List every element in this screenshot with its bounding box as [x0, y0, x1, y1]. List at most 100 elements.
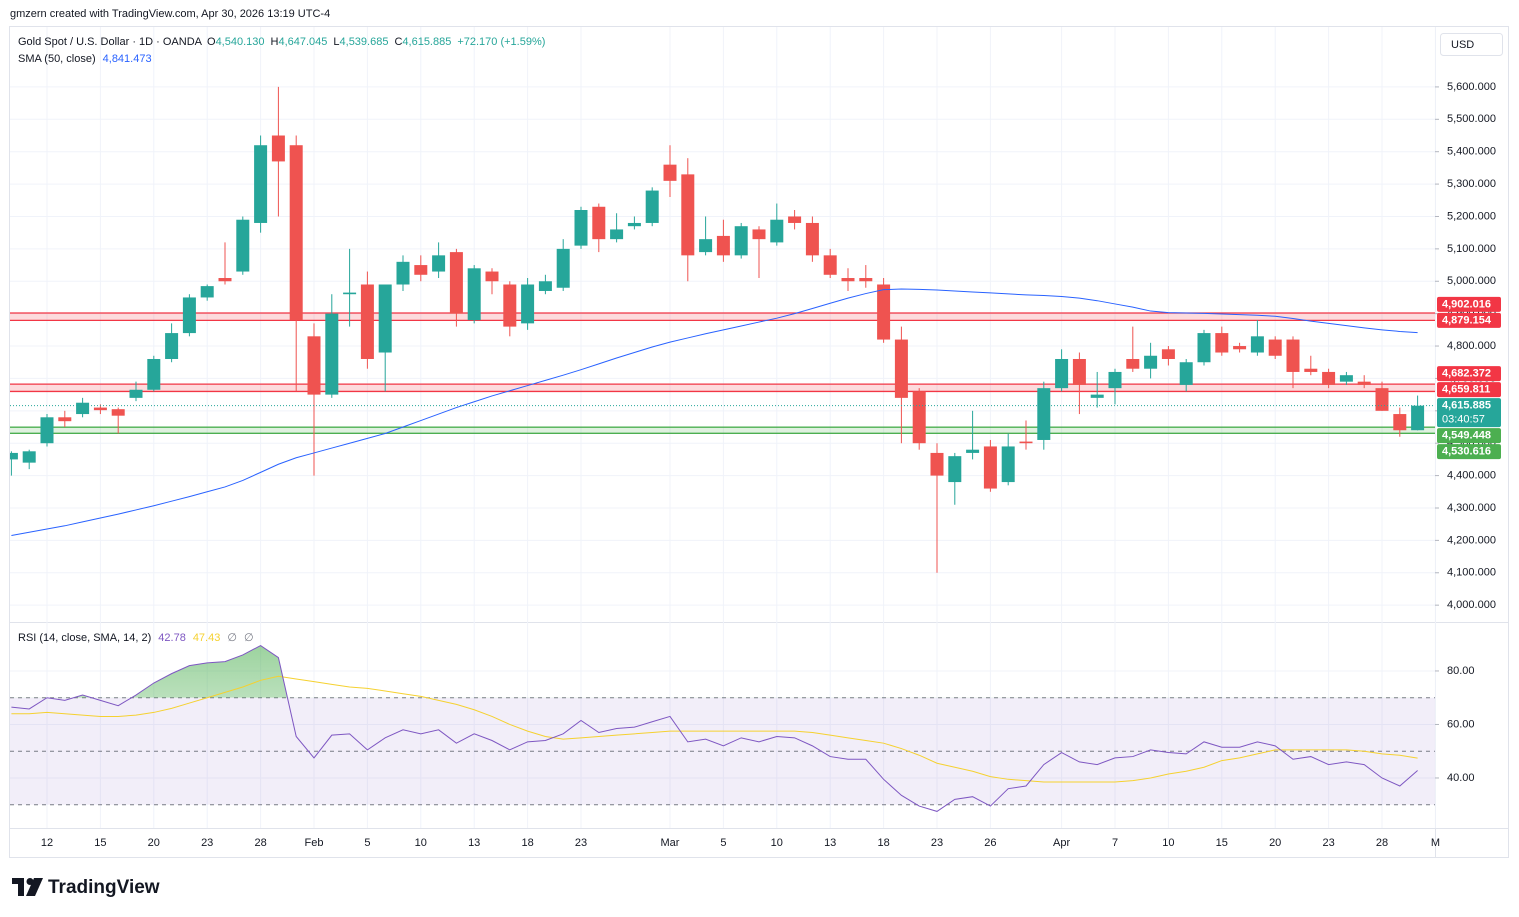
zone: [10, 312, 1435, 321]
x-tick-label: 18: [521, 837, 533, 849]
x-tick-label: 7: [1112, 837, 1118, 849]
candle-body: [182, 297, 196, 334]
rsi-title: RSI (14, close, SMA, 14, 2): [18, 632, 151, 644]
candle-body: [378, 284, 392, 353]
level-label: 4,530.616: [1442, 446, 1491, 458]
candle-body: [485, 271, 499, 282]
x-tick-label: 12: [41, 837, 53, 849]
candle-body: [1393, 414, 1407, 431]
level-label: 4,659.811: [1442, 384, 1490, 396]
candle-body: [930, 452, 944, 476]
countdown-label: 03:40:57: [1442, 414, 1485, 426]
candle-body: [1411, 405, 1425, 431]
candle-body: [1144, 355, 1158, 369]
candle-body: [22, 451, 36, 463]
price-label-bg: [1437, 428, 1501, 444]
y-tick-label: 5,000.000: [1447, 275, 1496, 287]
price-pane: [10, 86, 1435, 573]
candle-body: [592, 206, 606, 240]
axes: 4,000.000 4,100.000 4,200.000 4,300.000 4,40…: [41, 81, 1501, 849]
x-tick-label: 10: [771, 837, 783, 849]
x-tick-label: Mar: [661, 837, 680, 849]
x-tick-label: 13: [824, 837, 836, 849]
candle-body: [1108, 371, 1122, 389]
candle-body: [1286, 339, 1300, 372]
candle-body: [396, 261, 410, 285]
candle-body: [663, 164, 677, 181]
candle-body: [111, 409, 125, 416]
legends: Gold Spot / U.S. Dollar · 1D · OANDA O4,5…: [18, 36, 545, 644]
candle-body: [467, 268, 481, 321]
x-tick-label: 28: [254, 837, 266, 849]
candle-body: [129, 389, 143, 398]
candle-body: [841, 278, 855, 282]
candle-body: [93, 407, 107, 411]
candle-body: [1126, 358, 1140, 369]
candle-body: [859, 278, 873, 282]
y-tick-label: 5,500.000: [1447, 113, 1496, 125]
zone: [10, 427, 1435, 434]
x-tick-label: Apr: [1053, 837, 1070, 849]
y-tick-label: 5,100.000: [1447, 243, 1496, 255]
x-tick-label: 18: [877, 837, 889, 849]
ohlc-value: 4,615.885: [402, 36, 451, 48]
candle-body: [1304, 368, 1318, 372]
candle-body: [76, 402, 90, 415]
candle-body: [681, 174, 695, 256]
candle-body: [1179, 362, 1193, 385]
ohlc-key: H: [271, 36, 279, 48]
x-tick-label: 5: [364, 837, 370, 849]
x-tick-label: 23: [931, 837, 943, 849]
candle-body: [610, 229, 624, 240]
level-label: 4,902.016: [1442, 298, 1491, 310]
y-tick-label: 5,600.000: [1447, 81, 1496, 93]
candle-body: [1055, 358, 1069, 389]
x-tick-label: 10: [1162, 837, 1174, 849]
candle-body: [432, 255, 446, 272]
chart-legend: Gold Spot / U.S. Dollar · 1D · OANDA O4,5…: [18, 36, 545, 48]
ohlc-value: 4,539.685: [340, 36, 389, 48]
currency[interactable]: USD: [1451, 39, 1474, 51]
price-label-bg: [1437, 366, 1501, 382]
candle-body: [716, 235, 730, 256]
rsi-extra: ∅: [227, 632, 237, 644]
rsi-legend: RSI (14, close, SMA, 14, 2) 42.78 47.43 ∅ ∅: [18, 632, 254, 644]
price-label-bg: [1437, 444, 1501, 460]
candle-body: [805, 222, 819, 256]
candle-body: [307, 336, 321, 395]
ohlc-value: 4,647.045: [278, 36, 327, 48]
rsi-value: 47.43: [193, 632, 221, 644]
candle-body: [218, 278, 232, 282]
candle-body: [414, 265, 428, 275]
rsi-sma-line: [11, 675, 1418, 783]
candle-body: [521, 284, 535, 324]
candle-body: [236, 219, 250, 272]
candle-body: [343, 292, 357, 295]
x-tick-label: Feb: [305, 837, 324, 849]
candle-body: [1072, 358, 1086, 385]
logo-mark: [12, 878, 24, 896]
ohlc-key: O: [207, 36, 216, 48]
y-tick-label: 40.00: [1447, 772, 1475, 784]
currency-button[interactable]: [1440, 33, 1503, 56]
y-tick-label: 5,200.000: [1447, 210, 1496, 222]
candle-body: [58, 417, 72, 422]
candle-body: [1339, 375, 1353, 382]
candle-body: [770, 219, 784, 243]
candle-body: [254, 145, 268, 223]
y-tick-label: 4,200.000: [1447, 534, 1496, 546]
candle-body: [752, 229, 766, 240]
candle-body: [823, 255, 837, 275]
candle-body: [1233, 346, 1247, 350]
rsi-pane: [10, 644, 1435, 812]
y-tick-label: 60.00: [1447, 718, 1475, 730]
x-tick-label: 15: [1216, 837, 1228, 849]
ohlc-key: C: [394, 36, 402, 48]
candle-body: [699, 239, 713, 253]
ohlc-key: L: [333, 36, 339, 48]
y-tick-label: 4,800.000: [1447, 340, 1496, 352]
overlay-legend: SMA (50, close) 4,841.473: [18, 53, 152, 65]
sma-line: [11, 288, 1418, 537]
